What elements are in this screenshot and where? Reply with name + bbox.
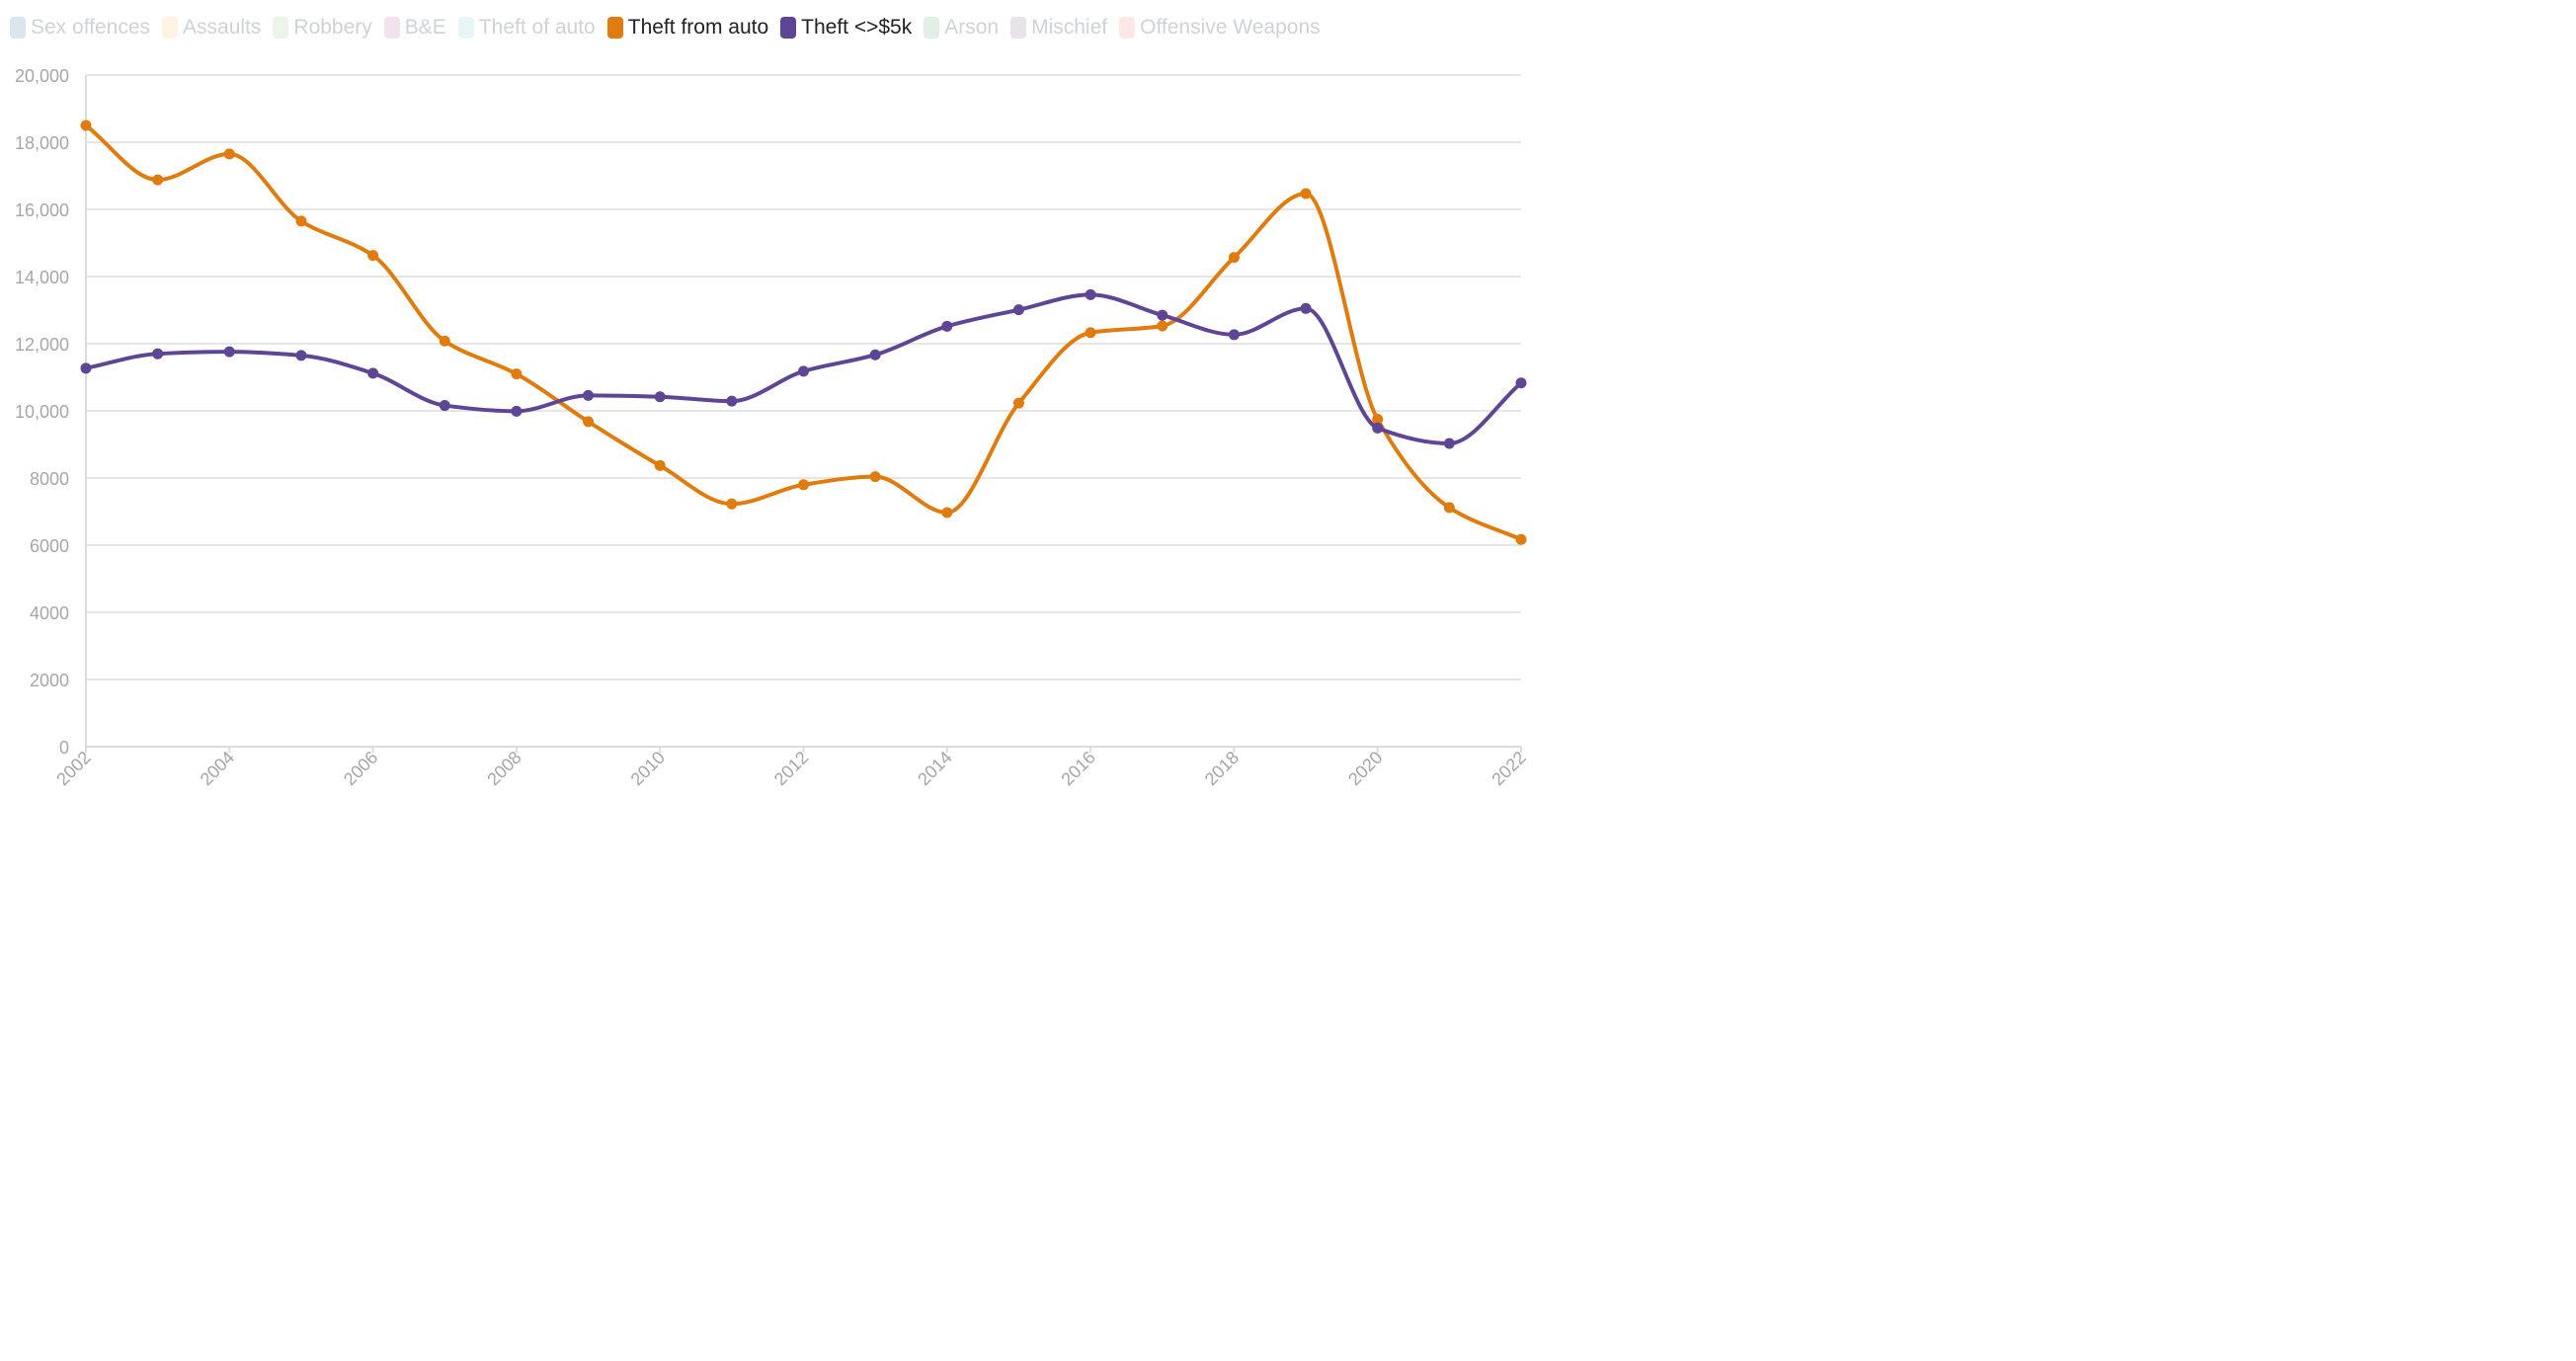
y-tick-label: 8000	[30, 469, 69, 489]
y-tick-label: 10,000	[15, 402, 69, 422]
x-tick-label: 2016	[1057, 748, 1098, 789]
data-point-theft-from-auto	[1085, 327, 1096, 339]
data-point-theft-5k	[869, 349, 881, 360]
data-point-theft-5k	[1515, 377, 1527, 389]
data-point-theft-5k	[583, 389, 595, 401]
legend-swatch	[457, 17, 474, 39]
plot-area: 0 2000 4000 6000 8000 10,000 12,000 14,000 16,00…	[15, 66, 1530, 789]
legend-label: Offensive Weapons	[1140, 16, 1321, 39]
data-point-theft-5k	[295, 350, 307, 361]
legend-label: Arson	[944, 16, 1000, 39]
data-point-theft-from-auto	[941, 507, 953, 519]
legend-swatch	[1119, 17, 1136, 39]
data-point-theft-5k	[1228, 329, 1240, 341]
data-point-theft-from-auto	[1300, 188, 1312, 200]
data-point-theft-from-auto	[80, 120, 92, 131]
legend-item-robbery[interactable]: Robbery	[273, 16, 372, 40]
data-point-theft-5k	[941, 320, 953, 332]
data-point-theft-from-auto	[439, 335, 450, 347]
data-point-theft-5k	[80, 362, 92, 374]
data-point-theft-from-auto	[869, 471, 881, 483]
y-tick-label: 4000	[30, 603, 69, 623]
x-tick-label: 2006	[340, 748, 381, 789]
legend-swatch	[162, 17, 179, 39]
legend-label: Theft <>$5k	[801, 16, 913, 39]
x-tick-label: 2004	[197, 748, 238, 789]
data-point-theft-5k	[726, 395, 738, 407]
x-tick-label: 2020	[1344, 748, 1386, 789]
data-point-theft-from-auto	[1157, 320, 1168, 332]
y-tick-label: 0	[59, 738, 69, 758]
data-point-theft-5k	[1443, 438, 1455, 449]
data-point-theft-5k	[223, 346, 235, 358]
x-tick-label: 2018	[1201, 748, 1243, 789]
x-tick-label: 2010	[627, 748, 669, 789]
data-point-theft-5k	[1012, 304, 1024, 316]
data-point-theft-5k	[798, 365, 809, 377]
data-point-theft-from-auto	[583, 416, 595, 428]
legend-item-mischief[interactable]: Mischief	[1010, 16, 1107, 40]
data-point-theft-from-auto	[511, 368, 523, 380]
legend: Sex offences Assaults Robbery B&E Theft of a…	[10, 12, 1332, 43]
legend-item-b-e[interactable]: B&E	[383, 16, 446, 40]
legend-label: Sex offences	[31, 16, 151, 39]
legend-item-theft-from-auto[interactable]: Theft from auto	[606, 16, 769, 40]
data-point-theft-from-auto	[1443, 502, 1455, 514]
x-tick-label: 2014	[914, 748, 955, 789]
legend-swatch	[780, 17, 797, 39]
data-point-theft-from-auto	[152, 174, 164, 186]
legend-swatch	[383, 17, 400, 39]
data-point-theft-5k	[367, 367, 379, 379]
y-tick-label: 14,000	[15, 268, 69, 287]
data-point-theft-from-auto	[1515, 533, 1527, 545]
x-tick-label: 2008	[483, 748, 524, 789]
legend-label: Theft from auto	[627, 16, 769, 39]
legend-item-sex-offences[interactable]: Sex offences	[10, 16, 150, 40]
data-point-theft-from-auto	[1012, 397, 1024, 409]
legend-swatch	[1010, 17, 1027, 39]
legend-swatch	[10, 17, 26, 39]
chart: Sex offences Assaults Robbery B&E Theft of a…	[0, 0, 1549, 818]
legend-item-assaults[interactable]: Assaults	[162, 16, 261, 40]
x-tick-label: 2012	[770, 748, 812, 789]
legend-swatch	[273, 17, 289, 39]
data-point-theft-from-auto	[798, 479, 809, 491]
legend-item-theft-5k[interactable]: Theft <>$5k	[780, 16, 912, 40]
legend-label: Assaults	[183, 16, 262, 39]
legend-label: Robbery	[293, 16, 372, 39]
legend-item-offensive-weapons[interactable]: Offensive Weapons	[1119, 16, 1321, 40]
y-tick-label: 6000	[30, 536, 69, 556]
data-point-theft-5k	[152, 348, 164, 360]
y-tick-label: 2000	[30, 671, 69, 690]
data-point-theft-5k	[1157, 309, 1168, 321]
y-tick-label: 16,000	[15, 200, 69, 220]
data-point-theft-from-auto	[1228, 252, 1240, 264]
data-point-theft-from-auto	[367, 250, 379, 262]
y-tick-label: 12,000	[15, 335, 69, 355]
data-point-theft-5k	[439, 400, 450, 412]
legend-label: Theft of auto	[478, 16, 596, 39]
data-point-theft-from-auto	[1372, 414, 1384, 425]
x-tick-label: 2022	[1488, 748, 1529, 789]
legend-swatch	[924, 17, 940, 39]
legend-label: Mischief	[1031, 16, 1108, 39]
data-point-theft-from-auto	[654, 459, 666, 471]
legend-label: B&E	[404, 16, 446, 39]
data-point-theft-from-auto	[726, 498, 738, 510]
legend-item-theft-of-auto[interactable]: Theft of auto	[457, 16, 596, 40]
legend-item-arson[interactable]: Arson	[924, 16, 999, 40]
y-tick-label: 20,000	[15, 66, 69, 86]
data-point-theft-5k	[511, 405, 523, 417]
data-point-theft-5k	[654, 391, 666, 403]
data-point-theft-5k	[1372, 422, 1384, 434]
y-tick-label: 18,000	[15, 133, 69, 153]
legend-swatch	[606, 17, 623, 39]
data-point-theft-from-auto	[223, 148, 235, 160]
data-point-theft-from-auto	[295, 215, 307, 227]
data-point-theft-5k	[1300, 302, 1312, 314]
data-point-theft-5k	[1085, 288, 1096, 300]
